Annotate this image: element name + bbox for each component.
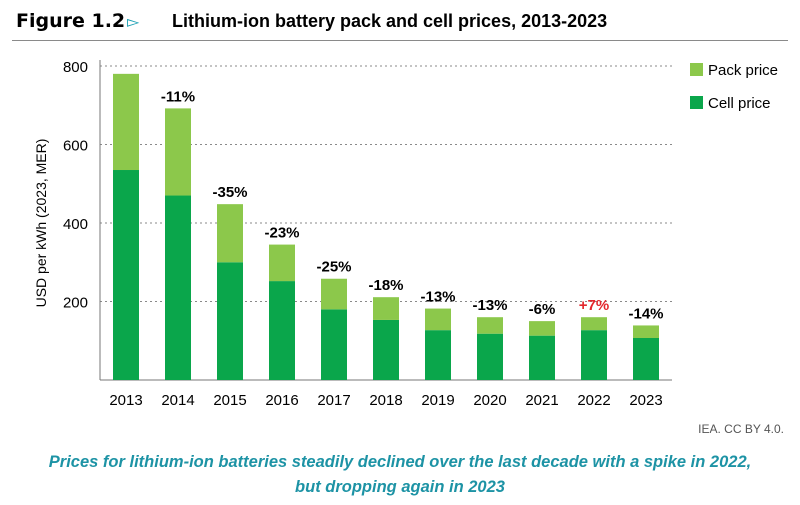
figure-label: Figure 1.2 — [16, 10, 126, 32]
x-tick-label: 2013 — [109, 392, 142, 409]
x-tick-label: 2017 — [317, 392, 350, 409]
x-tick-label: 2023 — [629, 392, 662, 409]
bar-pack-2016 — [269, 244, 295, 282]
change-label: -11% — [161, 88, 195, 105]
figure-header: Figure 1.2 ▻ Lithium-ion battery pack an… — [12, 8, 788, 38]
figure-arrow-icon: ▻ — [127, 14, 140, 31]
header-divider — [12, 40, 788, 41]
bar-pack-2014 — [165, 108, 191, 196]
y-axis-label: USD per kWh (2023, MER) — [33, 139, 49, 308]
caption-line-2: but dropping again in 2023 — [295, 478, 505, 496]
bar-pack-2021 — [529, 321, 555, 336]
stacked-bar-chart: 200 400 600 800 USD per kWh (2023, MER) 2013 2… — [33, 59, 778, 409]
change-label: -18% — [368, 277, 403, 294]
bar-cell-2020 — [477, 333, 503, 380]
bar-pack-2017 — [321, 278, 347, 310]
bar-pack-2023 — [633, 325, 659, 339]
caption-line-1: Prices for lithium-ion batteries steadil… — [48, 453, 752, 471]
bar-cell-2015 — [217, 262, 243, 380]
bar-cell-2013 — [113, 170, 139, 380]
bar-pack-2015 — [217, 204, 243, 263]
x-tick-label: 2022 — [577, 392, 610, 409]
x-tick-label: 2016 — [265, 392, 298, 409]
source-note: IEA. CC BY 4.0. — [698, 422, 784, 436]
bar-cell-2019 — [425, 330, 451, 380]
x-tick-label: 2020 — [473, 392, 506, 409]
x-tick-label: 2021 — [525, 392, 558, 409]
bar-cell-2014 — [165, 195, 191, 380]
change-label: +7% — [579, 297, 609, 314]
legend-label: Pack price — [708, 62, 778, 79]
bar-pack-2019 — [425, 308, 451, 331]
change-label: -6% — [529, 301, 556, 318]
change-label: -14% — [628, 305, 663, 322]
x-tick-label: 2014 — [161, 392, 194, 409]
bar-cell-2021 — [529, 335, 555, 380]
x-tick-label: 2018 — [369, 392, 402, 409]
bar-cell-2018 — [373, 319, 399, 380]
y-tick-label: 600 — [63, 138, 88, 155]
bar-pack-2013 — [113, 73, 139, 171]
bar-cell-2016 — [269, 281, 295, 380]
bar-pack-2022 — [581, 317, 607, 331]
caption: Prices for lithium-ion batteries steadil… — [0, 450, 800, 500]
bar-cell-2022 — [581, 330, 607, 380]
bar-cell-2023 — [633, 338, 659, 380]
change-label: -23% — [264, 225, 299, 242]
change-label: -35% — [212, 184, 247, 201]
change-label: -13% — [472, 297, 507, 314]
x-tick-label: 2019 — [421, 392, 454, 409]
bar-cell-2017 — [321, 309, 347, 380]
change-label: -25% — [316, 259, 351, 276]
legend-swatch — [690, 63, 703, 76]
chart-title: Lithium-ion battery pack and cell prices… — [172, 11, 608, 31]
legend-label: Cell price — [708, 95, 771, 112]
y-tick-label: 400 — [63, 216, 88, 233]
change-label: -13% — [420, 289, 455, 306]
bar-pack-2018 — [373, 297, 399, 320]
y-tick-label: 800 — [63, 59, 88, 76]
y-tick-label: 200 — [63, 295, 88, 312]
legend-swatch — [690, 96, 703, 109]
bar-pack-2020 — [477, 317, 503, 334]
x-tick-label: 2015 — [213, 392, 246, 409]
